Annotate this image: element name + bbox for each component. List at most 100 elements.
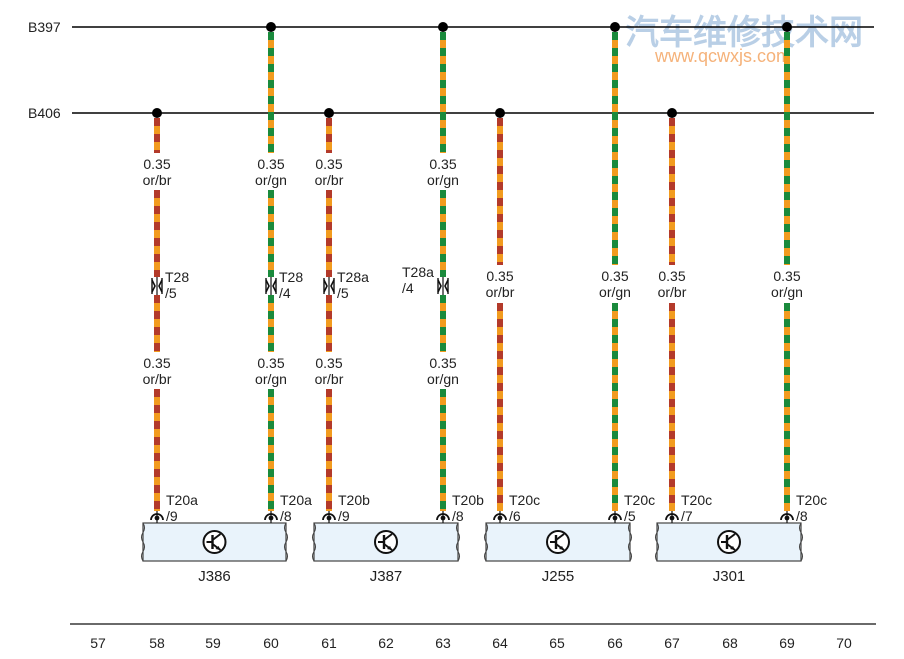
wire-size-label: 0.35	[429, 355, 456, 371]
junction-dot	[495, 108, 505, 118]
torn-edge	[284, 522, 288, 562]
wire-color-label: or/br	[315, 172, 344, 188]
terminal-pin: /9	[166, 508, 178, 524]
inline-connector-icon	[151, 277, 163, 295]
terminal-pin: /8	[280, 508, 292, 524]
ruler-number: 69	[779, 635, 795, 651]
terminal-icon	[436, 511, 450, 523]
terminal-icon	[493, 511, 507, 523]
ruler-number: 59	[205, 635, 221, 651]
components: J386 J387 J255 J301	[141, 522, 803, 585]
ruler-number: 68	[722, 635, 738, 651]
inline-connector-icon	[323, 277, 335, 295]
junction-dot	[438, 22, 448, 32]
component-j386	[141, 522, 288, 562]
terminal-name: T20a	[280, 492, 312, 508]
watermark-title: 汽车维修技术网	[625, 14, 863, 52]
ruler-number: 64	[492, 635, 508, 651]
terminal-name: T20c	[624, 492, 655, 508]
terminal-pin: /5	[624, 508, 636, 524]
inline-connector-pin: /4	[279, 285, 291, 301]
wire-color-label: or/gn	[255, 371, 287, 387]
wire-size-label: 0.35	[143, 156, 170, 172]
inline-connector-pin: /5	[165, 285, 177, 301]
ruler-number: 58	[149, 635, 165, 651]
ruler-number: 63	[435, 635, 451, 651]
wire-color-label: or/gn	[771, 284, 803, 300]
wire-size-label: 0.35	[143, 355, 170, 371]
transistor-icon	[374, 530, 398, 554]
terminal-name: T20a	[166, 492, 198, 508]
wire-size-label: 0.35	[315, 156, 342, 172]
ruler-number: 60	[263, 635, 279, 651]
wire-color-label: or/gn	[427, 371, 459, 387]
ruler-number: 65	[549, 635, 565, 651]
ruler-number: 66	[607, 635, 623, 651]
wire-size-label: 0.35	[658, 268, 685, 284]
wire-color-label: or/gn	[255, 172, 287, 188]
junction-dot	[324, 108, 334, 118]
terminal-icon	[665, 511, 679, 523]
inline-connector-icon	[437, 277, 449, 295]
junction-dot	[266, 22, 276, 32]
torn-edge	[628, 522, 632, 562]
terminal-icon	[780, 511, 794, 523]
ruler-number: 57	[90, 635, 106, 651]
ruler-number: 62	[378, 635, 394, 651]
inline-connector-pin: /5	[337, 285, 349, 301]
inline-connector-name: T28a	[402, 264, 434, 280]
column-ruler: 57 58 59 60 61 62 63 64 65 66 67 68 69 70	[70, 623, 876, 651]
junction-dot	[610, 22, 620, 32]
ruler-number: 67	[664, 635, 680, 651]
wire-color-label: or/br	[486, 284, 515, 300]
wire-size-label: 0.35	[257, 355, 284, 371]
terminal-name: T20b	[338, 492, 370, 508]
component-label-j301: J301	[713, 568, 746, 585]
wire-size-label: 0.35	[429, 156, 456, 172]
terminal-name: T20c	[509, 492, 540, 508]
component-label-j386: J386	[198, 568, 231, 585]
component-j301	[655, 522, 803, 562]
terminal-icon	[264, 511, 278, 523]
component-label-j255: J255	[542, 568, 575, 585]
wire-size-label: 0.35	[486, 268, 513, 284]
transistor-icon	[202, 530, 227, 554]
torn-edge	[456, 522, 460, 562]
watermark-url: www.qcwxjs.com	[654, 46, 791, 66]
wire-size-label: 0.35	[257, 156, 284, 172]
bus-label-b406: B406	[28, 105, 61, 121]
torn-edge	[484, 522, 488, 562]
inline-connector-name: T28	[279, 269, 303, 285]
component-label-j387: J387	[370, 568, 403, 585]
wire-color-label: or/br	[143, 172, 172, 188]
wire-color-label: or/gn	[599, 284, 631, 300]
wires: 0.35or/br0.35or/brT28/5T20a/90.35or/gn0.…	[143, 22, 827, 524]
transistor-icon	[717, 530, 741, 554]
terminal-pin: /8	[452, 508, 464, 524]
inline-connector-icon	[265, 277, 277, 295]
terminal-pin: /8	[796, 508, 808, 524]
wire-color-label: or/gn	[427, 172, 459, 188]
terminal-icon	[150, 511, 164, 523]
transistor-icon	[546, 530, 570, 554]
wire-size-label: 0.35	[773, 268, 800, 284]
torn-edge	[141, 522, 145, 562]
terminal-name: T20b	[452, 492, 484, 508]
bus-label-b397: B397	[28, 19, 61, 35]
terminal-name: T20c	[796, 492, 827, 508]
terminal-icon	[608, 511, 622, 523]
bus-lines: B397 B406	[28, 19, 874, 121]
inline-connector-name: T28	[165, 269, 189, 285]
terminal-pin: /9	[338, 508, 350, 524]
component-j387	[312, 522, 460, 562]
torn-edge	[655, 522, 659, 562]
wire-color-label: or/br	[658, 284, 687, 300]
torn-edge	[799, 522, 803, 562]
